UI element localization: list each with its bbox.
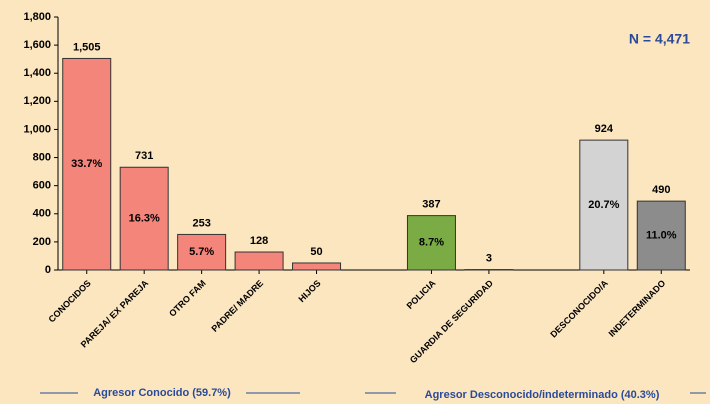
value-label: 924 xyxy=(595,123,614,135)
x-tick-label: PADRE/ MADRE xyxy=(209,278,265,334)
value-label: 387 xyxy=(422,199,440,211)
bar xyxy=(579,139,629,271)
x-tick-label: INDETERMINADO xyxy=(607,278,668,339)
value-label: 253 xyxy=(192,217,210,229)
bar xyxy=(119,166,169,271)
y-tick-label: 1,800 xyxy=(23,11,51,23)
n-annotation: N = 4,471 xyxy=(629,31,690,47)
bar xyxy=(636,200,686,271)
x-tick-label: DESCONOCIDO/A xyxy=(548,278,610,340)
x-tick-label: PAREJA/ EX PAREJA xyxy=(79,278,151,350)
bar xyxy=(234,251,284,271)
y-tick-label: 0 xyxy=(45,264,51,276)
y-tick-label: 1,200 xyxy=(23,95,51,107)
percent-label: 11.0% xyxy=(646,229,677,241)
value-label: 50 xyxy=(310,246,322,258)
x-tick-label: CONOCIDOS xyxy=(46,278,92,324)
bar xyxy=(62,57,112,271)
y-tick-label: 400 xyxy=(33,208,51,220)
value-label: 731 xyxy=(135,150,153,162)
y-tick-label: 1,400 xyxy=(23,67,51,79)
y-tick-label: 200 xyxy=(33,236,51,248)
x-tick-label: OTRO FAM xyxy=(167,278,208,319)
bar xyxy=(177,233,227,271)
percent-label: 8.7% xyxy=(419,237,444,249)
value-label: 128 xyxy=(250,235,268,247)
percent-label: 5.7% xyxy=(189,246,214,258)
percent-label: 33.7% xyxy=(71,158,102,170)
x-tick-label: HIJOS xyxy=(296,278,322,304)
y-tick-label: 1,000 xyxy=(23,123,51,135)
x-tick-label: POLICIA xyxy=(405,278,438,311)
bar xyxy=(292,262,342,271)
value-label: 3 xyxy=(486,252,492,264)
percent-label: 16.3% xyxy=(129,213,160,225)
group-label: Agresor Conocido (59.7%) xyxy=(93,387,231,399)
percent-label: 20.7% xyxy=(588,199,619,211)
bar xyxy=(406,215,456,271)
value-label: 490 xyxy=(652,184,670,196)
group-label: Agresor Desconocido/indeterminado (40.3%… xyxy=(425,389,660,401)
y-tick-label: 1,600 xyxy=(23,39,51,51)
y-tick-label: 600 xyxy=(33,180,51,192)
value-label: 1,505 xyxy=(73,41,101,53)
y-tick-label: 800 xyxy=(33,151,51,163)
